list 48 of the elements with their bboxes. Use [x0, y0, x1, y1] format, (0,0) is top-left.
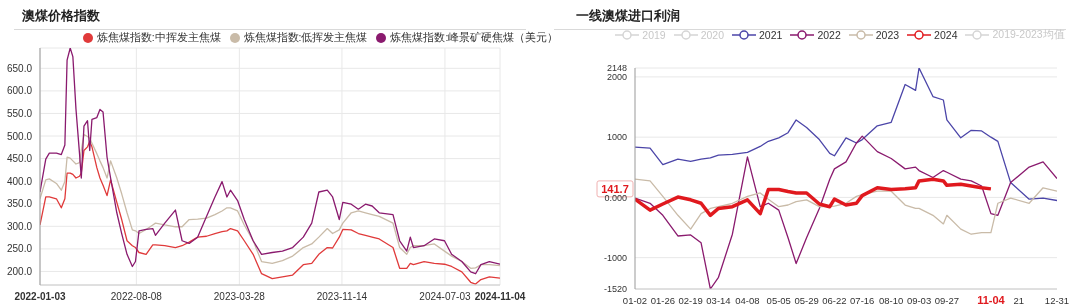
x-tick-label: 06-22 — [822, 295, 847, 305]
x-tick-label: 21 — [1013, 295, 1025, 305]
x-tick-label: 12-31 — [1044, 295, 1070, 305]
y-tick-label: 300.0 — [6, 220, 33, 232]
x-tick-label: 07-16 — [850, 295, 875, 305]
legend-label: 炼焦煤指数:中挥发主焦煤 — [95, 31, 221, 45]
x-tick-label: 03-14 — [706, 295, 731, 305]
y-tick-label: 400.0 — [6, 175, 33, 187]
x-tick-label: 2022-01-03 — [14, 291, 67, 302]
line-series — [635, 68, 1057, 202]
y-tick-label: 250.0 — [6, 243, 33, 255]
y-tick-label: 450.0 — [6, 153, 33, 165]
x-tick-label: 2022-08-08 — [110, 291, 163, 302]
y-tick-label: 2148 — [606, 63, 627, 74]
y-tick-label: 350.0 — [6, 198, 33, 210]
x-tick-label: 04-08 — [735, 295, 760, 305]
x-tick-label: 2023-03-28 — [213, 291, 266, 302]
x-tick-label: 09-03 — [906, 295, 932, 305]
x-tick-label: 08-10 — [879, 295, 904, 305]
legend-label: 炼焦煤指数:峰景矿硬焦煤（美元） — [389, 31, 559, 45]
chart-title: 澳煤价格指数 — [22, 9, 100, 23]
chart-title: 一线澳煤进口利润 — [576, 9, 680, 23]
x-tick-label: 09-27 — [934, 295, 960, 305]
y-tick-label: -1000 — [603, 252, 627, 263]
x-tick-label: 2024-11-04 — [474, 291, 526, 302]
y-tick-label: -1520 — [603, 284, 627, 295]
legend-label: 2022 — [816, 28, 841, 42]
y-tick-label: 550.0 — [6, 108, 33, 120]
annotation: 141.7 — [601, 182, 629, 195]
legend-label: 2021 — [758, 28, 783, 42]
x-tick-label: 01-02 — [622, 295, 648, 305]
y-tick-label: 2000 — [606, 72, 627, 83]
y-tick-label: 200.0 — [6, 266, 33, 278]
x-tick-label: 11-04 — [977, 294, 1006, 305]
x-tick-label: 2024-07-03 — [419, 291, 471, 302]
x-tick-label: 01-26 — [650, 295, 675, 305]
x-tick-label: 05-29 — [794, 295, 819, 305]
x-tick-label: 2023-11-14 — [316, 291, 368, 302]
legend-label: 2023 — [874, 28, 900, 42]
y-tick-label: 500.0 — [6, 130, 33, 142]
x-tick-label: 02-19 — [678, 295, 703, 305]
y-tick-label: 650.0 — [6, 62, 33, 74]
legend-label: 2024 — [933, 28, 958, 42]
legend-label: 炼焦煤指数:低挥发主焦煤 — [242, 31, 368, 45]
y-tick-label: 0.000 — [604, 192, 627, 203]
y-tick-label: 600.0 — [6, 85, 33, 97]
y-tick-label: 1000 — [606, 132, 627, 143]
x-tick-label: 05-05 — [766, 295, 791, 305]
